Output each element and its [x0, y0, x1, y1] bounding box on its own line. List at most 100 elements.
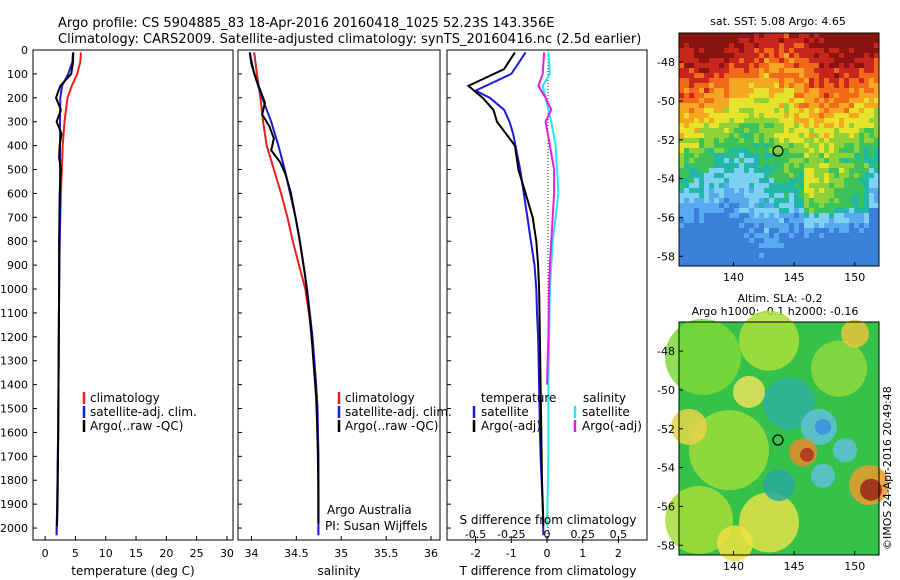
sst-cell	[834, 233, 839, 238]
sst-cell	[749, 53, 754, 58]
argo-australia-note: Argo Australia	[327, 503, 412, 517]
sst-cell	[709, 203, 714, 208]
sst-cell	[804, 53, 809, 58]
sst-cell	[704, 48, 709, 53]
sst-cell	[854, 33, 859, 38]
sst-cell	[809, 218, 814, 223]
sst-cell	[829, 33, 834, 38]
sst-cell	[844, 63, 849, 68]
sst-cell	[844, 48, 849, 53]
sst-cell	[769, 218, 774, 223]
sst-cell	[719, 223, 724, 228]
sst-cell	[819, 213, 824, 218]
sst-cell	[789, 138, 794, 143]
sst-cell	[804, 158, 809, 163]
sst-cell	[724, 168, 729, 173]
sst-cell	[864, 58, 869, 63]
sst-cell	[689, 173, 694, 178]
sst-cell	[824, 203, 829, 208]
sst-cell	[684, 223, 689, 228]
sst-cell	[814, 113, 819, 118]
sst-cell	[799, 53, 804, 58]
sst-cell	[709, 253, 714, 258]
sst-cell	[874, 93, 879, 98]
sst-cell	[774, 83, 779, 88]
salinity-legend: climatology satellite-adj. clim. Argo(..…	[337, 391, 452, 433]
sla-blob	[739, 492, 799, 553]
sst-cell	[794, 258, 799, 263]
sst-cell	[744, 248, 749, 253]
legend-label: Argo(-adj)	[481, 419, 541, 433]
sst-cell	[869, 223, 874, 228]
sst-cell	[849, 173, 854, 178]
sst-cell	[729, 238, 734, 243]
sst-cell	[774, 263, 779, 266]
sst-cell	[829, 233, 834, 238]
sst-cell	[764, 168, 769, 173]
sst-cell	[739, 63, 744, 68]
sst-cell	[814, 243, 819, 248]
sst-cell	[774, 73, 779, 78]
sst-cell	[684, 138, 689, 143]
t-difference-axis-label: T difference from climatology	[459, 564, 637, 578]
sst-cell	[804, 33, 809, 38]
sst-cell	[779, 218, 784, 223]
sst-cell	[699, 248, 704, 253]
sst-cell	[839, 258, 844, 263]
sst-cell	[849, 143, 854, 148]
sst-cell	[694, 138, 699, 143]
sst-cell	[744, 108, 749, 113]
sst-cell	[849, 78, 854, 83]
sst-cell	[719, 203, 724, 208]
sst-cell	[839, 138, 844, 143]
sst-cell	[684, 58, 689, 63]
sst-cell	[684, 128, 689, 133]
sst-cell	[824, 93, 829, 98]
sst-cell	[784, 223, 789, 228]
sst-cell	[734, 73, 739, 78]
sst-cell	[834, 228, 839, 233]
sst-cell	[789, 158, 794, 163]
sst-cell	[734, 218, 739, 223]
sst-cell	[839, 213, 844, 218]
sst-cell	[869, 218, 874, 223]
sst-cell	[719, 98, 724, 103]
sst-cell	[684, 173, 689, 178]
sst-cell	[859, 188, 864, 193]
sst-cell	[839, 183, 844, 188]
sst-cell	[694, 83, 699, 88]
sst-cell	[874, 108, 879, 113]
sst-cell	[779, 38, 784, 43]
sst-cell	[859, 213, 864, 218]
sst-cell	[869, 238, 874, 243]
sst-cell	[719, 118, 724, 123]
sst-cell	[774, 53, 779, 58]
sst-cell	[794, 213, 799, 218]
sst-cell	[814, 158, 819, 163]
sst-cell	[859, 113, 864, 118]
sst-cell	[684, 53, 689, 58]
sst-cell	[839, 203, 844, 208]
temperature-tick-label: 10	[99, 547, 113, 560]
sst-cell	[744, 48, 749, 53]
imos-credit: ©IMOS 24-Apr-2016 20:49:48	[881, 386, 894, 550]
sst-cell	[804, 133, 809, 138]
sst-cell	[704, 118, 709, 123]
sst-cell	[689, 98, 694, 103]
sst-cell	[799, 33, 804, 38]
sst-cell	[689, 158, 694, 163]
sst-cell	[714, 133, 719, 138]
sst-cell	[869, 133, 874, 138]
sst-cell	[859, 183, 864, 188]
sst-cell	[789, 143, 794, 148]
sst-cell	[854, 73, 859, 78]
sst-cell	[869, 208, 874, 213]
sst-cell	[789, 198, 794, 203]
sst-cell	[859, 228, 864, 233]
sst-cell	[694, 38, 699, 43]
sst-cell	[779, 223, 784, 228]
legend-label: Argo(..raw -QC)	[90, 419, 183, 433]
sst-cell	[689, 198, 694, 203]
sst-cell	[749, 138, 754, 143]
sst-cell	[764, 78, 769, 83]
